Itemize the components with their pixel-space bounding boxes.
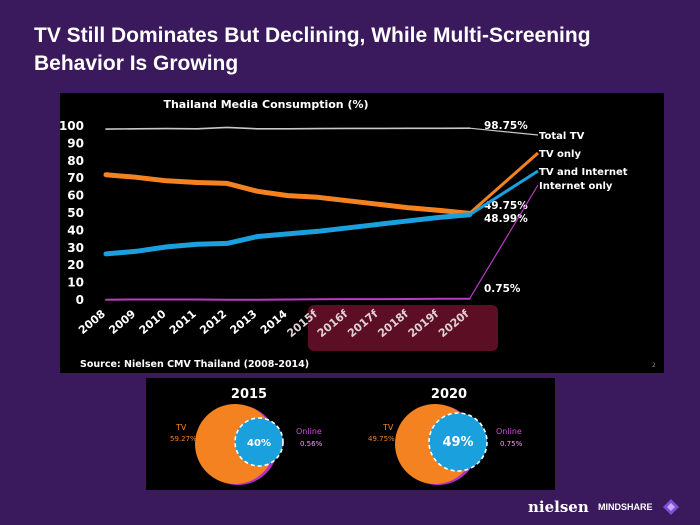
y-tick-label: 20 xyxy=(67,258,84,272)
online-value: 0.75% xyxy=(500,440,523,448)
x-tick-label: 2013 xyxy=(228,307,260,337)
nielsen-logo: nielsen xyxy=(528,498,589,516)
page-number: 2 xyxy=(652,362,656,369)
series-line xyxy=(105,297,471,301)
legend-leader-line xyxy=(468,169,539,217)
mindshare-mark-icon xyxy=(663,499,679,515)
overlap-value: 40% xyxy=(247,438,271,449)
y-tick-label: 10 xyxy=(67,276,84,290)
footer-logos: nielsen MINDSHARE xyxy=(520,496,690,520)
venn-2015: 2015 40% TV 59.27% Online 0.56% xyxy=(170,387,323,485)
overlap-value: 49% xyxy=(442,435,473,450)
online-label: Online xyxy=(496,427,522,436)
y-tick-label: 60 xyxy=(67,189,84,203)
y-tick-label: 40 xyxy=(67,223,84,237)
venn-year: 2015 xyxy=(231,387,267,402)
legend-entry: TV and Internet xyxy=(539,167,628,178)
x-tick-label: 2010 xyxy=(137,307,169,337)
series-end-label: 49.75% xyxy=(484,200,528,212)
y-tick-label: 70 xyxy=(67,171,84,185)
venn-2020: 2020 49% TV 49.75% Online 0.75% xyxy=(368,387,523,485)
slide-title: TV Still Dominates But Declining, While … xyxy=(34,24,591,75)
tv-value: 49.75% xyxy=(368,435,395,443)
series-end-label: 48.99% xyxy=(484,213,528,225)
y-tick-label: 80 xyxy=(67,154,84,168)
line-chart: Thailand Media Consumption (%) 100908070… xyxy=(60,98,656,370)
series-line xyxy=(103,212,473,257)
mindshare-logo: MINDSHARE xyxy=(598,502,653,512)
legend-leader-line xyxy=(469,184,539,300)
legend-entry: Internet only xyxy=(539,181,613,192)
overlap-outline xyxy=(234,417,284,467)
venn-chart: 2015 40% TV 59.27% Online 0.56% 2020 49% TV 49.75… xyxy=(170,387,523,485)
chart-title: Thailand Media Consumption (%) xyxy=(163,98,368,111)
line-chart-panel: Thailand Media Consumption (%) 100 90 80 70… xyxy=(60,93,664,373)
series-line xyxy=(105,126,471,130)
y-tick-label: 100 xyxy=(60,119,84,133)
series-line xyxy=(103,172,473,216)
venn-year: 2020 xyxy=(431,387,467,402)
x-tick-label: 2009 xyxy=(106,307,138,337)
x-tick-label: 2011 xyxy=(167,307,199,337)
y-tick-label: 0 xyxy=(76,293,84,307)
legend-leader-line xyxy=(469,127,539,136)
x-tick-label: 2008 xyxy=(76,307,108,337)
legend-entry: Total TV xyxy=(539,131,585,142)
y-tick-label: 50 xyxy=(67,206,84,220)
overlap-circle xyxy=(429,413,487,471)
online-value: 0.56% xyxy=(300,440,323,448)
series-end-label: 98.75% xyxy=(484,120,528,132)
tv-label: TV xyxy=(382,423,394,432)
y-tick-label: 90 xyxy=(67,136,84,150)
overlap-circle xyxy=(235,418,283,466)
x-tick-label: 2014 xyxy=(258,307,290,337)
legend-entry: TV only xyxy=(539,149,581,160)
online-label: Online xyxy=(296,427,322,436)
forecast-band xyxy=(308,305,498,351)
series-end-label: 0.75% xyxy=(484,283,521,295)
overlap-outline xyxy=(428,412,488,472)
y-tick-label: 30 xyxy=(67,241,84,255)
legend-leader-line xyxy=(468,151,539,215)
venn-panel: 2015 40% TV 59.27% Online 0.56% 2020 49% TV 49.75… xyxy=(146,378,555,490)
x-tick-label: 2012 xyxy=(197,307,229,337)
chart-source: Source: Nielsen CMV Thailand (2008-2014) xyxy=(80,359,309,370)
tv-label: TV xyxy=(175,423,187,432)
tv-value: 59.27% xyxy=(170,435,197,443)
